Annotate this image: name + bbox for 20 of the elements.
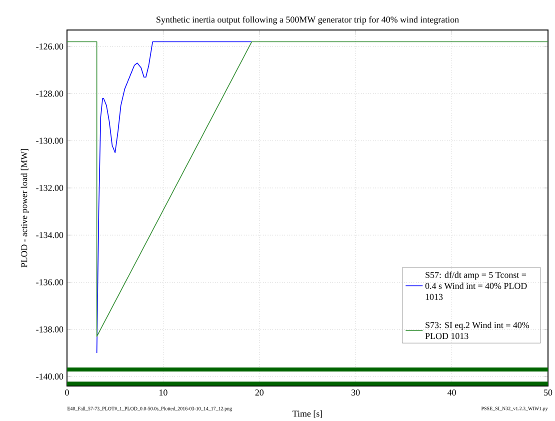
x-tick-label: 0 [65, 390, 69, 396]
x-tick-label: 20 [255, 390, 264, 396]
legend-label: S73: SI eq.2 Wind int = 40% PLOD 1013 [425, 322, 530, 340]
x-tick-label: 30 [352, 390, 360, 396]
x-tick-label: 10 [160, 390, 168, 396]
y-axis-title: PLOD - active power load [MW] [20, 149, 29, 268]
legend-label: S57: df/dt amp = 5 Tconst = 0.4 s Wind int = 40% PLOD 1013 [425, 272, 527, 300]
x-tick-label: 40 [447, 390, 456, 396]
y-tick-label: -126.00 [36, 43, 64, 50]
y-tick-label: -130.00 [36, 138, 64, 144]
y-tick-label: -138.00 [36, 326, 64, 332]
y-tick-label: -140.00 [36, 374, 64, 380]
x-tick-label: 50 [544, 390, 552, 396]
y-tick-label: -136.00 [36, 279, 64, 286]
chart-title: Synthetic inertia output following a 500MW generator trip for 40% wind integration [156, 16, 459, 24]
y-tick-label: -128.00 [36, 90, 64, 97]
x-axis-title: Time [s] [292, 410, 322, 418]
y-tick-label: -134.00 [36, 232, 64, 238]
line-series [96, 41, 252, 354]
y-tick-label: -132.00 [36, 184, 64, 191]
